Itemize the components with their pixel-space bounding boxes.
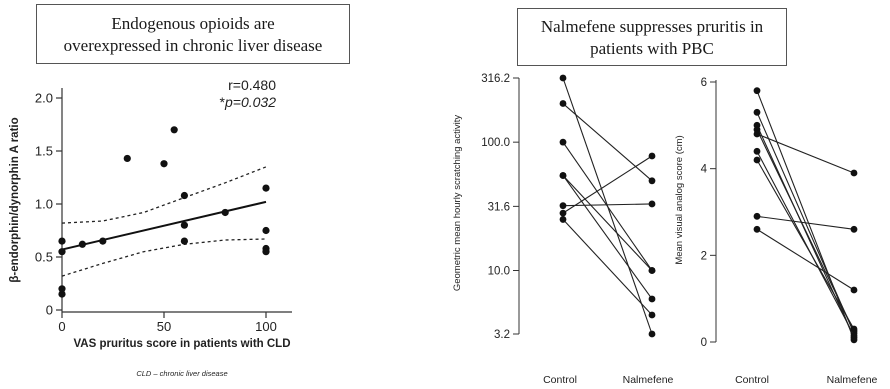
right-panel-title: Nalmefene suppresses pruritis in patient… — [517, 8, 787, 66]
vas-pair-line — [756, 228, 855, 291]
vas-nalmefene-point — [850, 332, 858, 339]
vas-control-point — [753, 156, 761, 164]
vas-pair-line — [756, 90, 855, 341]
scratching-y-label: Geometric mean hourly scratching activit… — [452, 115, 463, 292]
vas-nalmefene-point — [850, 225, 858, 233]
left-title-line1: Endogenous opioids are — [111, 14, 275, 33]
scatter-x-tick-label: 50 — [157, 319, 171, 334]
scratching-control-point — [559, 202, 567, 210]
vas-pair-line — [756, 129, 855, 332]
scatter-p-text: p=0.032 — [224, 94, 276, 110]
vas-pair-line — [756, 133, 855, 174]
scatter-point — [262, 248, 270, 256]
scratching-y-tick-label: 10.0 — [488, 265, 510, 277]
vas-control-point — [753, 212, 761, 220]
scatter-point — [123, 154, 131, 163]
vas-y-label: Mean visual analog score (cm) — [674, 135, 685, 264]
scatter-y-tick-label: 1.5 — [35, 144, 53, 159]
vas-pair-line — [756, 159, 855, 330]
scratching-y-tick-label: 3.2 — [494, 329, 510, 341]
scatter-point — [58, 237, 66, 245]
vas-nalmefene-point — [850, 286, 858, 294]
scratching-nalmefene-point — [648, 330, 656, 338]
scatter-x-tick-label: 100 — [255, 319, 277, 334]
scatter-x-tick-label: 0 — [58, 319, 65, 334]
scratching-y-tick-label: 31.6 — [488, 201, 510, 213]
scatter-point — [180, 221, 188, 229]
ci-lower-band — [61, 238, 267, 277]
scatter-point — [221, 208, 229, 217]
left-panel-title: Endogenous opioids are overexpressed in … — [36, 4, 350, 64]
scratching-pair-line — [562, 219, 653, 316]
vas-control-point — [753, 108, 761, 116]
scatter-point — [262, 184, 270, 192]
right-title-line1: Nalmefene suppresses pruritis in — [540, 17, 764, 36]
scratching-control-point — [559, 216, 567, 223]
scratching-pair-line — [562, 155, 653, 214]
vas-pair-line — [756, 215, 855, 230]
scratching-nalmefene-point — [648, 311, 656, 319]
regression-line — [61, 200, 267, 251]
scatter-r-value: r=0.480 — [228, 77, 276, 93]
scatter-point — [180, 191, 188, 200]
scatter-point — [58, 285, 66, 293]
vas-y-tick-label: 2 — [701, 250, 707, 262]
scratching-x-label-control: Control — [543, 374, 577, 386]
scratching-nalmefene-point — [648, 200, 656, 208]
scatter-point — [99, 237, 107, 245]
scratching-pair-line — [562, 141, 653, 271]
vas-y-tick-label: 6 — [701, 77, 707, 89]
scatter-y-tick-label: 0.5 — [35, 250, 53, 265]
vas-control-point — [753, 130, 761, 138]
vas-y-tick-label: 4 — [701, 164, 708, 176]
ci-upper-band — [61, 166, 267, 224]
scratching-nalmefene-point — [648, 267, 656, 274]
scatter-y-label: β-endorphin/dynorphin A ratio — [9, 117, 21, 282]
scratching-nalmefene-point — [648, 152, 656, 160]
vas-x-label-control: Control — [735, 374, 769, 386]
scatter-p-prefix: * — [220, 94, 226, 110]
scratching-pair-line — [562, 203, 653, 207]
vas-nalmefene-point — [850, 325, 858, 333]
scatter-point — [58, 248, 66, 256]
scatter-point — [262, 226, 270, 235]
scratching-y-tick-label: 316.2 — [481, 73, 510, 85]
scratching-control-point — [559, 100, 567, 107]
scratching-pair-line — [562, 175, 653, 300]
right-title-line2: patients with PBC — [590, 39, 714, 58]
left-title-line2: overexpressed in chronic liver disease — [63, 36, 323, 55]
scratching-x-label-nalmefene: Nalmefene — [623, 374, 674, 386]
scatter-y-tick-label: 2.0 — [35, 91, 53, 106]
scatter-footnote: CLD – chronic liver disease — [136, 369, 227, 378]
scratching-y-tick-label: 100.0 — [481, 137, 510, 149]
scratching-pair-line — [562, 175, 653, 271]
scratching-nalmefene-point — [648, 177, 656, 185]
vas-x-label-nalmefene: Nalmefene — [827, 374, 878, 386]
scratching-pair-line — [562, 103, 653, 182]
scratching-control-point — [559, 209, 567, 217]
vas-control-point — [753, 225, 761, 233]
vas-control-point — [753, 147, 761, 155]
scatter-y-tick-label: 0 — [46, 303, 53, 318]
scatter-y-tick-label: 1.0 — [35, 197, 53, 212]
scatter-point — [180, 237, 188, 245]
vas-control-point — [753, 87, 761, 95]
scratching-control-point — [559, 138, 567, 146]
scatter-p-value: *p=0.032 — [220, 94, 277, 110]
vas-y-tick-label: 0 — [701, 337, 707, 349]
scratching-control-point — [559, 172, 567, 179]
scatter-chart: 0 0.5 1.0 1.5 2.0 0 50 100 r=0.480 *p=0.032 VA… — [9, 77, 292, 378]
vas-chart: 0 2 4 6 Control Nalmefene Mean visual analo… — [674, 77, 878, 386]
scatter-point — [58, 290, 66, 298]
scatter-point — [170, 126, 178, 134]
scratching-control-point — [559, 74, 567, 82]
scatter-point — [160, 160, 168, 168]
scatter-x-label: VAS pruritus score in patients with CLD — [73, 338, 290, 350]
scatter-point — [78, 240, 86, 248]
vas-nalmefene-point — [850, 169, 858, 177]
scratching-nalmefene-point — [648, 295, 656, 303]
